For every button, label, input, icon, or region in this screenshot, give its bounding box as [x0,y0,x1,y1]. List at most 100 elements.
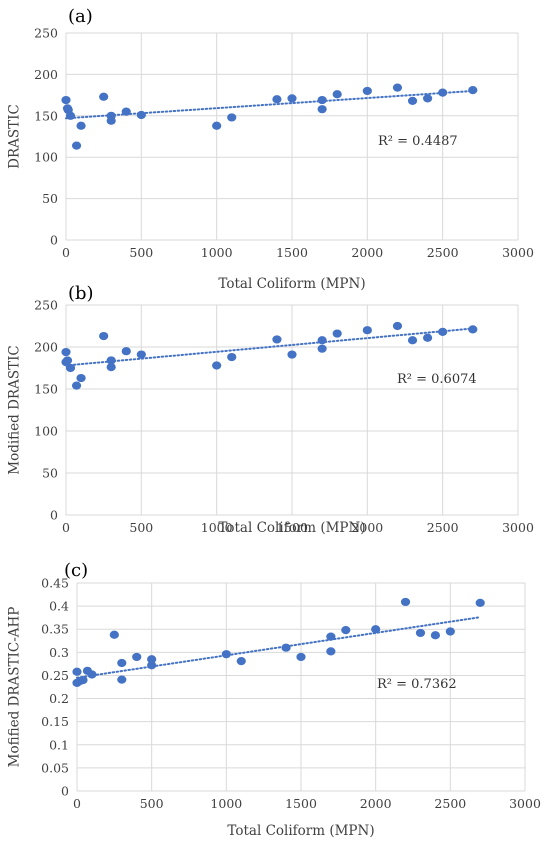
x-tick-label: 2500 [427,245,459,260]
data-point [438,88,448,97]
data-point [236,657,246,666]
data-point [87,670,97,679]
x-tick-label: 3000 [509,796,541,811]
data-point [468,86,478,95]
data-point [272,95,282,104]
data-point [106,116,116,125]
data-point [65,363,76,373]
panel-b: 0 500 1000 1500 2000 2500 3000 0 50 100 150 200 250 (… [7,283,534,536]
data-point [117,658,127,668]
data-point [281,643,291,652]
data-point [326,632,336,641]
x-tick-label: 2500 [427,520,459,535]
y-tick-label: 50 [42,466,58,481]
y-tick-label: 0.15 [41,714,69,729]
data-point [407,96,418,105]
data-point [317,336,327,345]
x-tick-label: 0 [62,520,70,535]
y-tick-label: 50 [42,191,58,206]
data-point [415,628,426,638]
data-point [76,121,86,130]
panel-a: 0 500 1000 1500 2000 2500 3000 0 50 100 150 200 250 (… [7,6,534,292]
trendline [65,89,474,120]
x-tick-label: 3000 [502,245,534,260]
x-tick-label: 1500 [276,245,308,260]
panel-c: 0 500 1000 1500 2000 2500 3000 0 0.05 0.1 0.15 0.2 0… [7,560,541,839]
x-tick-label: 500 [129,520,153,535]
data-point [317,95,327,105]
data-point [121,347,131,356]
x-tick-label: 2000 [360,796,392,811]
r-squared-annotation: R² = 0.4487 [378,134,458,149]
data-point [430,631,440,640]
data-point [212,121,222,130]
y-tick-label: 0.25 [41,668,69,683]
data-point [132,652,142,662]
y-tick-label: 0.05 [41,760,69,775]
data-point [71,381,82,390]
x-tick-label: 1000 [201,520,233,535]
x-tick-label: 0 [73,796,81,811]
data-point [227,113,237,122]
y-axis-title: Mofified DRASTIC-AHP [7,607,23,768]
data-point [136,110,146,120]
data-point [61,347,71,357]
data-point [287,94,297,103]
r-squared-annotation: R² = 0.7362 [377,677,457,692]
y-tick-label: 0.3 [49,645,69,660]
y-tick-label: 200 [34,67,58,82]
data-point [147,661,157,670]
data-point [407,336,418,345]
data-point [62,356,73,365]
y-axis-title: DRASTIC [7,104,23,169]
x-tick-label: 2000 [351,520,383,535]
data-point [72,667,82,676]
data-point [392,83,403,92]
x-axis-title: Total Coliform (MPN) [218,520,365,536]
y-tick-label: 0 [50,233,58,248]
data-point [109,630,119,639]
data-point [468,325,478,334]
y-tick-label: 0 [50,508,58,523]
x-tick-label: 1500 [276,520,308,535]
data-point [78,675,88,685]
data-point [71,141,82,150]
data-point [76,373,86,383]
data-point [121,107,131,116]
data-point [400,597,411,607]
r-squared-annotation: R² = 0.6074 [397,372,477,387]
data-point [423,94,433,103]
data-point [61,95,71,105]
x-tick-label: 1000 [201,245,233,260]
y-tick-label: 200 [34,340,58,355]
x-tick-label: 500 [129,245,153,260]
y-tick-label: 250 [34,298,58,313]
x-tick-label: 2000 [351,245,383,260]
data-point [362,326,372,335]
x-tick-label: 1000 [210,796,242,811]
data-point [332,90,342,99]
y-axis-title: Modified DRASTIC [7,345,23,475]
data-point [317,105,327,114]
y-tick-label: 0.45 [41,576,69,591]
data-point [136,350,146,359]
data-point [438,327,448,336]
x-axis-title: Total Coliform (MPN) [218,276,365,292]
data-point [326,647,336,656]
data-point [272,335,282,344]
y-tick-label: 0 [61,784,69,799]
y-tick-label: 150 [34,108,58,123]
y-tick-label: 100 [34,150,58,165]
x-tick-label: 2500 [434,796,466,811]
x-tick-label: 0 [62,245,70,260]
panel-label: (a) [68,6,93,27]
data-point [99,331,109,341]
data-point [341,626,351,635]
data-point [227,352,237,362]
y-tick-label: 0.35 [41,622,69,637]
data-point [106,363,116,372]
data-point [99,92,109,101]
data-point [212,361,222,370]
